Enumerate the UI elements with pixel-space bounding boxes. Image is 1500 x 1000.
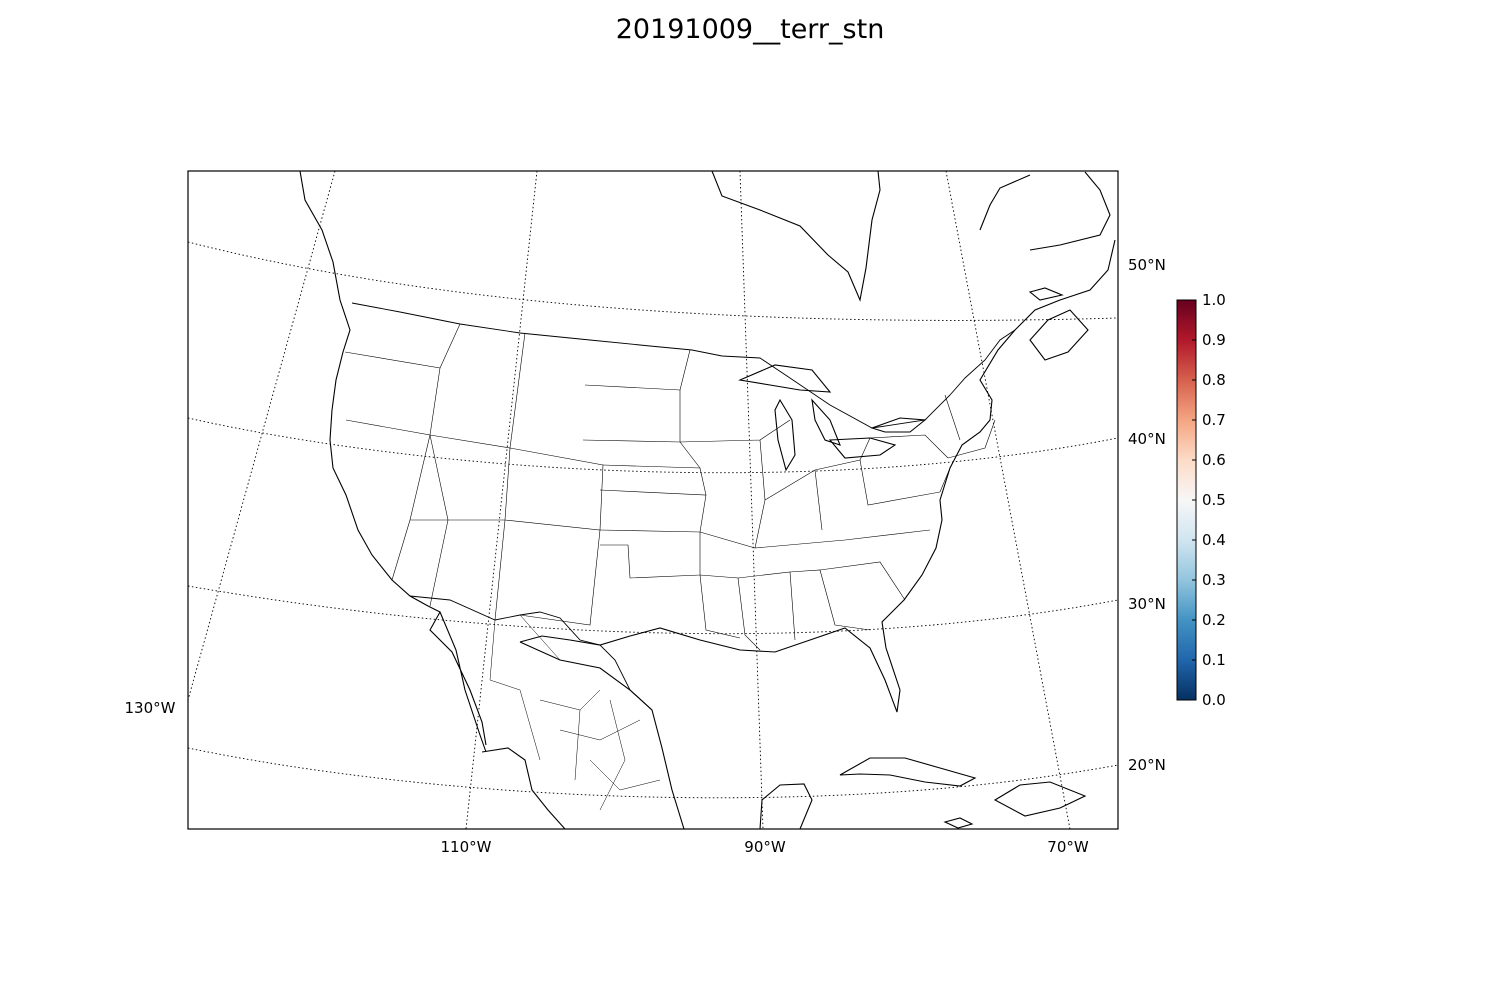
lon-label-130w: 130°W	[125, 699, 176, 717]
coastline-hispaniola	[993, 781, 1087, 817]
colorbar-tick-label: 0.8	[1202, 371, 1226, 389]
country-border-us-mexico	[409, 595, 653, 711]
coastline-north-america	[299, 171, 1116, 829]
colorbar: 0.0 0.1 0.2 0.3 0.4 0.5 0.6 0.7 0.8 0.9 1.0	[1176, 291, 1226, 709]
map-frame	[187, 170, 1119, 830]
lat-label-20n: 20°N	[1128, 756, 1166, 774]
colorbar-tick-label: 0.6	[1202, 451, 1226, 469]
coastline-hudson-bay	[711, 171, 881, 302]
colorbar-tick-label: 0.3	[1202, 571, 1226, 589]
colorbar-ticks: 0.0 0.1 0.2 0.3 0.4 0.5 0.6 0.7 0.8 0.9 1.0	[1192, 291, 1226, 709]
parallel-line	[188, 585, 1118, 635]
lon-label-90w: 90°W	[744, 838, 786, 856]
map-area	[188, 171, 1118, 829]
axis-labels: 130°W 110°W 90°W 70°W 20°N 30°N 40°N 50°…	[125, 256, 1166, 856]
colorbar-tick-label: 0.2	[1202, 611, 1226, 629]
lat-label-30n: 30°N	[1128, 595, 1166, 613]
coastline-gulf-mexico	[519, 641, 685, 829]
parallel-line	[188, 417, 1118, 474]
meridian-line	[739, 171, 764, 829]
meridian-line	[945, 171, 1071, 829]
great-lakes	[738, 364, 927, 472]
colorbar-tick-label: 0.9	[1202, 331, 1226, 349]
lon-label-110w: 110°W	[441, 838, 492, 856]
coastline-cuba	[839, 757, 977, 787]
colorbar-tick-label: 0.7	[1202, 411, 1226, 429]
lon-label-70w: 70°W	[1047, 838, 1089, 856]
coastline-newfoundland-region	[1028, 287, 1089, 361]
graticule	[188, 171, 1118, 829]
chart-title: 20191009__terr_stn	[615, 14, 885, 45]
colorbar-tick-label: 0.4	[1202, 531, 1226, 549]
coastline-jamaica	[943, 817, 974, 829]
colorbar-tick-label: 0.1	[1202, 651, 1226, 669]
mexico-state-borders	[489, 614, 661, 811]
colorbar-tick-label: 0.5	[1202, 491, 1226, 509]
meridian-line	[465, 171, 538, 829]
coastline-yucatan	[759, 783, 813, 829]
colorbar-tick-label: 1.0	[1202, 291, 1226, 309]
lat-label-50n: 50°N	[1128, 256, 1166, 274]
land-outlines	[299, 171, 1116, 829]
colorbar-tick-label: 0.0	[1202, 691, 1226, 709]
lat-label-40n: 40°N	[1128, 430, 1166, 448]
meridian-line	[188, 171, 336, 701]
coastline-st-lawrence	[979, 171, 1111, 251]
parallel-line	[188, 241, 1118, 321]
country-border-us-canada	[351, 302, 1016, 429]
parallel-line	[188, 747, 1118, 799]
us-state-borders	[344, 323, 996, 651]
